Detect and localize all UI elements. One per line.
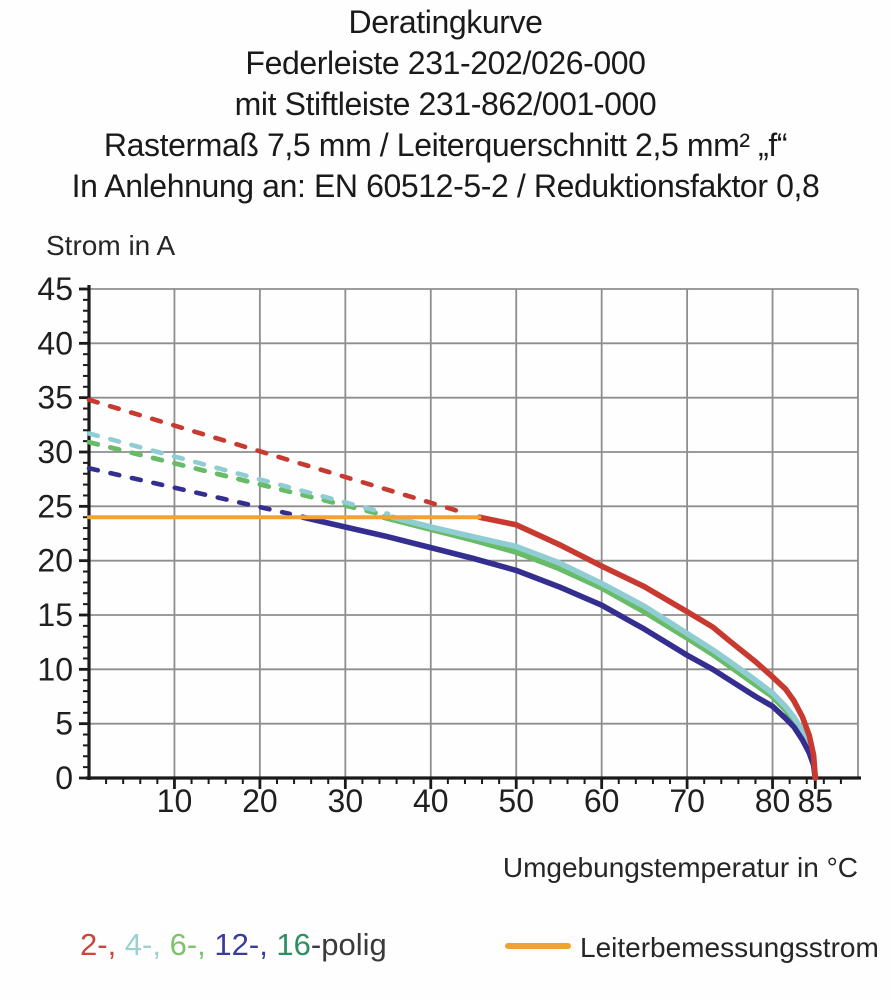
svg-text:40: 40 xyxy=(413,783,449,819)
svg-text:50: 50 xyxy=(498,783,534,819)
curve-dashed-4-polig xyxy=(86,431,391,517)
header-line-1: Deratingkurve xyxy=(348,4,543,40)
header-line-5: In Anlehnung an: EN 60512-5-2 / Reduktio… xyxy=(71,168,820,204)
svg-text:10: 10 xyxy=(157,783,193,819)
svg-text:10: 10 xyxy=(37,651,73,687)
svg-text:0: 0 xyxy=(55,760,73,796)
legend-pole-segment: 4-, xyxy=(116,927,161,962)
svg-text:30: 30 xyxy=(328,783,364,819)
y-axis-title: Strom in A xyxy=(46,230,176,261)
legend-pole-segment: 16 xyxy=(267,927,311,962)
svg-text:20: 20 xyxy=(37,543,73,579)
legend-pole-segment: 6-, xyxy=(160,927,206,962)
curve-solid-6-polig xyxy=(380,514,819,781)
derating-curves xyxy=(86,397,819,781)
svg-text:5: 5 xyxy=(55,706,73,742)
header-line-2: Federleiste 231-202/026-000 xyxy=(245,45,646,81)
svg-text:60: 60 xyxy=(584,783,620,819)
svg-text:35: 35 xyxy=(37,380,73,416)
header-line-3: mit Stiftleiste 231-862/001-000 xyxy=(234,86,657,122)
svg-text:25: 25 xyxy=(37,488,73,524)
x-axis-title: Umgebungstemperatur in °C xyxy=(502,852,858,883)
legend-pole-segment: 2-, xyxy=(80,927,117,962)
curve-solid-16-polig xyxy=(380,514,819,781)
svg-text:80: 80 xyxy=(755,783,791,819)
svg-text:20: 20 xyxy=(242,783,278,819)
legend-pole-segment: 12-, xyxy=(205,927,268,962)
rated-current-label: Leiterbemessungsstrom xyxy=(580,932,879,963)
svg-text:45: 45 xyxy=(37,271,73,307)
curve-solid-2-polig xyxy=(476,514,819,781)
svg-text:30: 30 xyxy=(37,434,73,470)
legend-pole-counts: 2-, 4-, 6-, 12-, 16-polig xyxy=(80,929,387,960)
header-line-4: Rastermaß 7,5 mm / Leiterquerschnitt 2,5… xyxy=(103,127,788,163)
chart-header: Deratingkurve Federleiste 231-202/026-00… xyxy=(0,2,891,207)
svg-text:85: 85 xyxy=(797,783,833,819)
rated-current-line-swatch xyxy=(505,943,571,949)
svg-text:40: 40 xyxy=(37,325,73,361)
svg-text:15: 15 xyxy=(37,597,73,633)
gridlines xyxy=(89,288,859,778)
svg-text:70: 70 xyxy=(669,783,705,819)
curve-dashed-2-polig xyxy=(86,397,464,515)
curve-solid-12-polig xyxy=(299,514,819,781)
axes xyxy=(86,285,861,780)
legend-pole-segment: -polig xyxy=(310,927,387,962)
curve-dashed-6-polig xyxy=(86,439,382,517)
curve-solid-4-polig xyxy=(389,514,819,781)
